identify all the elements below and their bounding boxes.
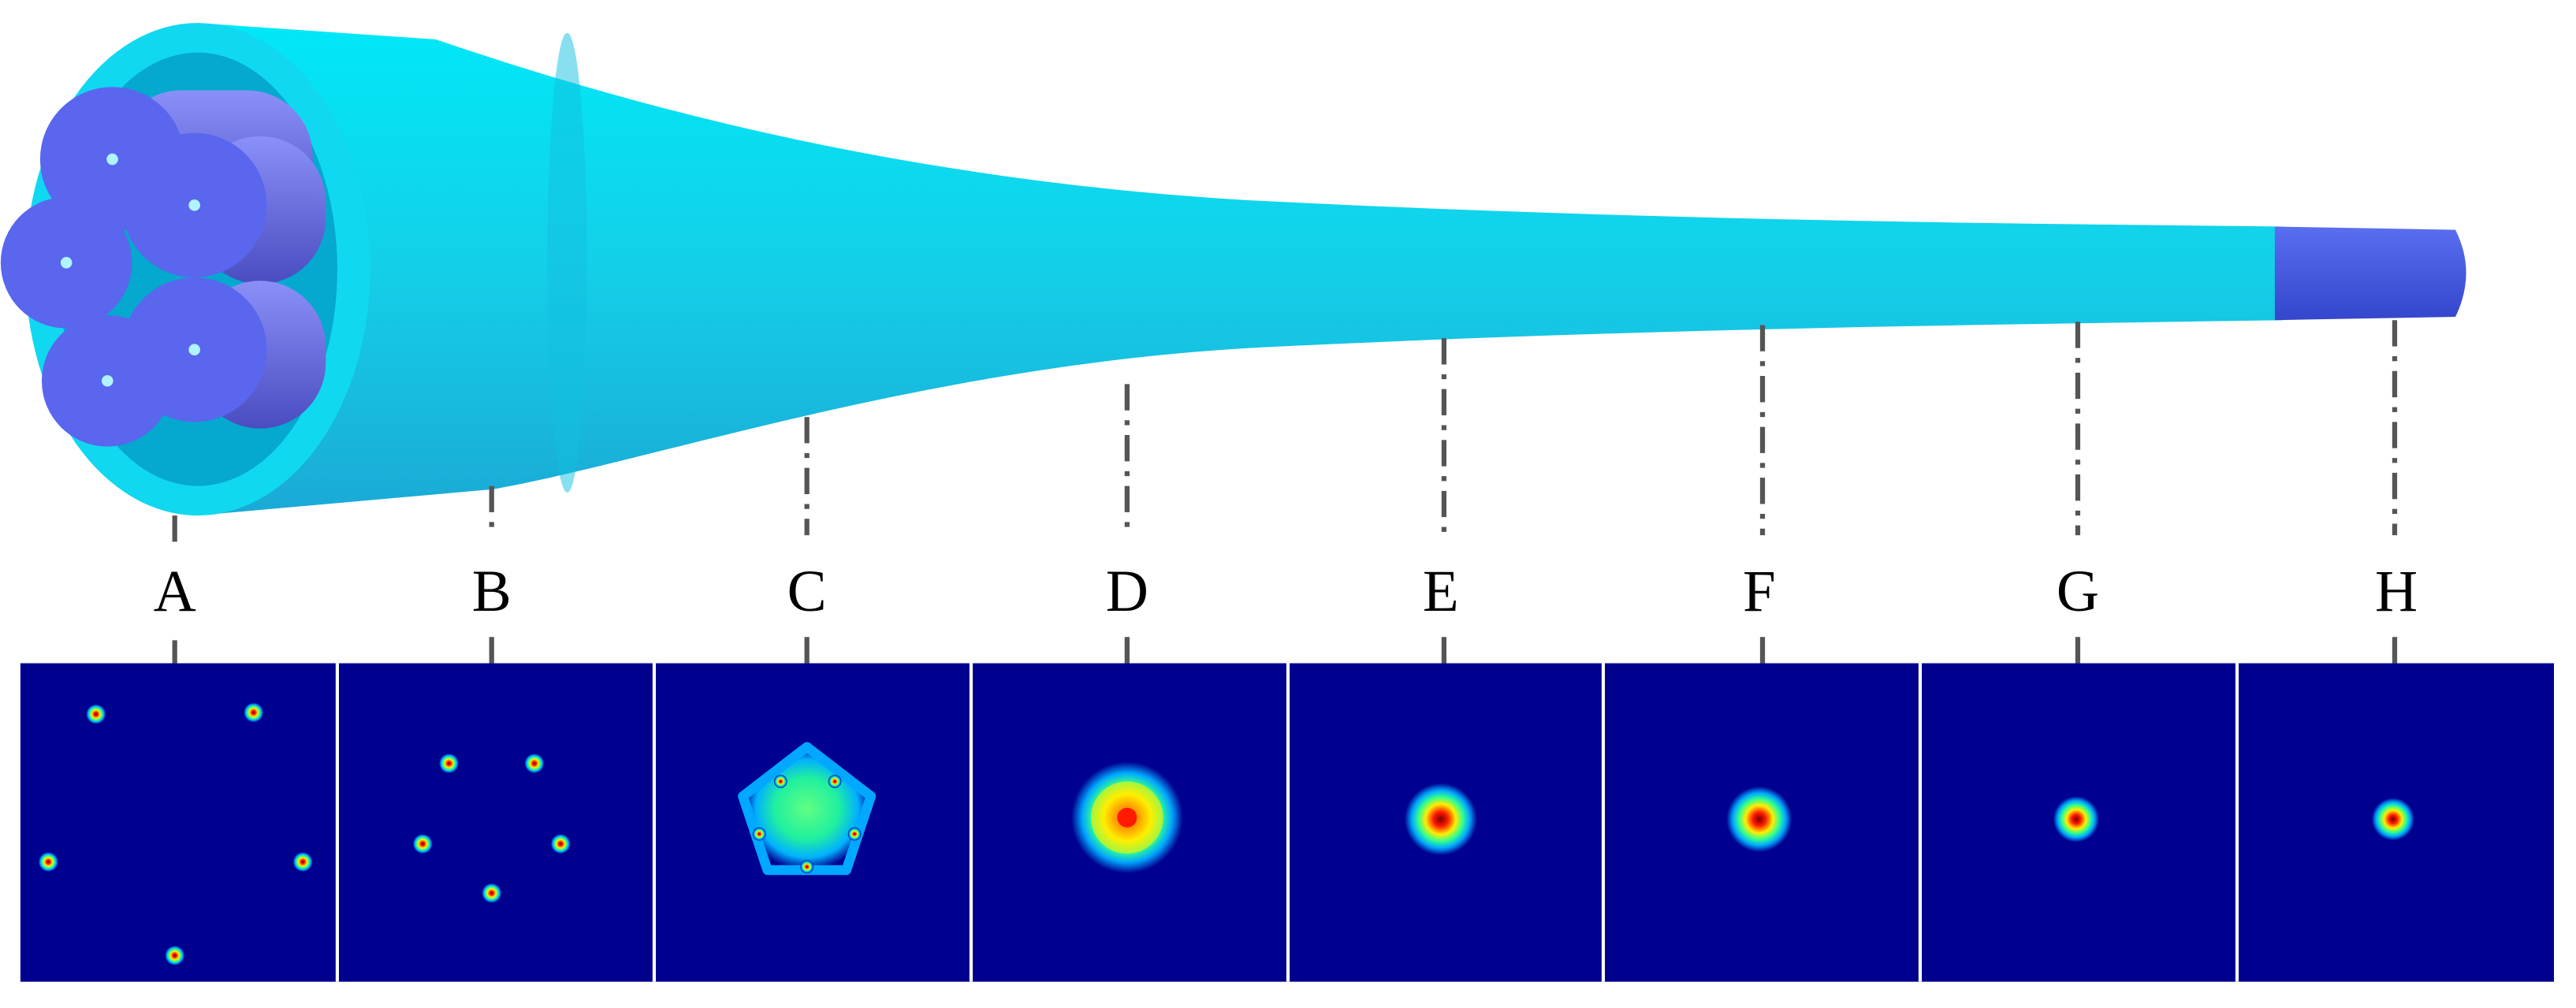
section-labels: A B C D E F G H [154, 559, 2418, 624]
fiber-bundle [0, 87, 326, 447]
section-label: H [2375, 559, 2418, 624]
mode-panels [20, 663, 2555, 982]
section-label: D [1106, 559, 1148, 624]
section-label: E [1423, 559, 1459, 624]
section-label: C [787, 559, 827, 624]
section-label: A [154, 559, 196, 624]
section-label: B [472, 559, 512, 624]
section-label: G [2057, 559, 2099, 624]
taper [0, 23, 2466, 516]
guide-lines [172, 320, 2398, 664]
section-label: F [1743, 559, 1776, 624]
